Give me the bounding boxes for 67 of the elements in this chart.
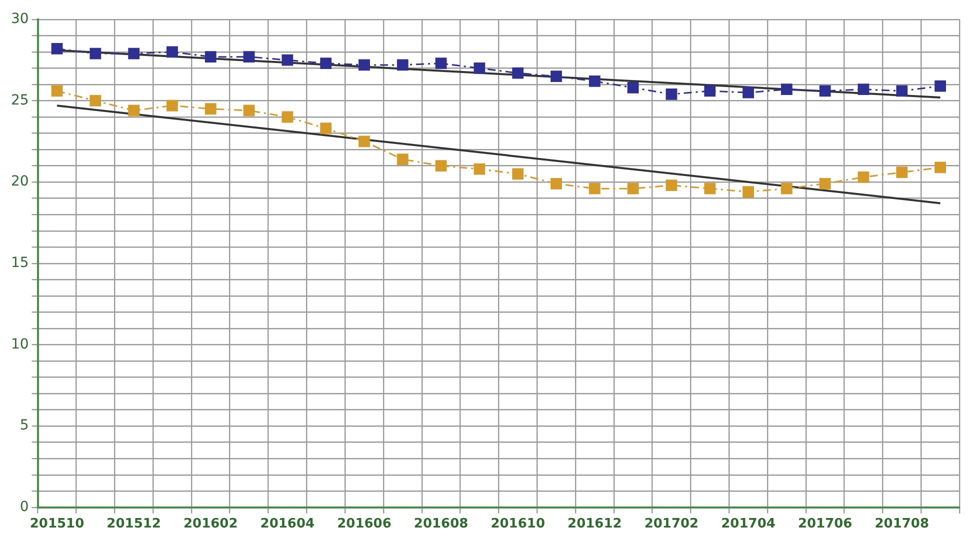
point [742,86,754,98]
point [588,76,600,87]
point [742,186,754,198]
point [243,104,255,116]
x-tick-label: 201702 [644,516,699,532]
point [896,166,908,178]
point [396,154,408,165]
point [858,84,870,96]
point [282,54,294,66]
point [166,46,178,58]
point [90,48,102,60]
point [320,122,332,134]
point [90,95,102,106]
point [128,104,140,116]
point [128,48,140,60]
point [780,182,792,194]
point [435,58,447,70]
point [934,80,946,92]
point [358,59,370,71]
y-tick-label: 25 [10,92,29,108]
point [51,42,63,54]
y-tick-label: 0 [20,499,29,516]
point [204,103,216,115]
x-tick-label: 201512 [106,516,161,532]
x-tick-label: 201510 [30,516,84,532]
point [666,88,678,100]
point [588,182,600,194]
x-tick-label: 201606 [337,516,392,532]
y-tick-label: 30 [10,11,29,28]
point [51,85,63,97]
point [435,160,447,172]
point [704,182,716,194]
point [819,178,831,190]
point [627,82,639,94]
point [896,85,908,97]
point [666,180,678,192]
y-tick-label: 10 [10,336,29,352]
point [474,163,486,175]
x-tick-label: 201708 [874,516,930,532]
y-tick-label: 5 [20,418,29,434]
y-tick-label: 15 [10,255,29,272]
point [243,51,255,63]
x-tick-label: 201602 [183,516,238,532]
x-tick-label: 201612 [568,516,622,532]
point [934,162,946,174]
point [512,168,524,180]
point [550,70,562,82]
y-tick-label: 20 [10,174,29,190]
point [358,136,370,148]
point [550,178,562,190]
point [474,62,486,74]
point [627,182,639,194]
x-tick-label: 201604 [260,516,315,532]
point [780,84,792,96]
point [512,67,524,79]
x-tick-label: 201608 [414,516,468,532]
point [819,85,831,97]
x-tick-label: 201706 [798,516,852,532]
point [282,111,294,123]
point [704,85,716,97]
point [320,58,332,70]
point [858,171,870,183]
x-tick-label: 201704 [721,516,776,532]
point [396,59,408,71]
x-tick-label: 201610 [490,516,545,532]
point [204,51,216,63]
point [166,100,178,112]
